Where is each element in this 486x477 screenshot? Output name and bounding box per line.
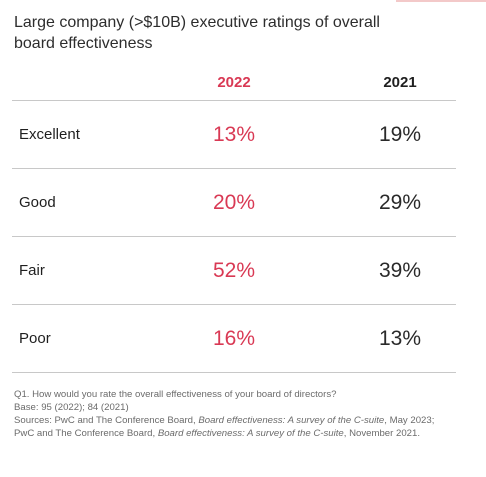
top-accent-bar: [396, 0, 486, 2]
source-1-title: Board effectiveness: A survey of the C-s…: [198, 415, 385, 426]
value-2021: 19%: [378, 123, 422, 146]
source-2-title: Board effectiveness: A survey of the C-s…: [157, 428, 344, 439]
source-2-date: , November 2021.: [343, 428, 420, 439]
survey-question: Q1. How would you rate the overall effec…: [14, 389, 337, 400]
row-label: Excellent: [19, 126, 80, 143]
chart-title: Large company (>$10B) executive ratings …: [14, 14, 380, 52]
sources-prefix: Sources: PwC and The Conference Board,: [14, 415, 199, 426]
row-label: Fair: [19, 262, 45, 279]
row-divider: [12, 236, 456, 237]
sources-note: Sources: PwC and The Conference Board, B…: [14, 414, 454, 440]
column-header-2021: 2021: [383, 74, 417, 91]
value-2022: 16%: [212, 327, 256, 350]
value-2022: 20%: [212, 191, 256, 214]
value-2021: 13%: [378, 327, 422, 350]
value-2022: 52%: [212, 259, 256, 282]
row-label: Poor: [19, 330, 51, 347]
value-2022: 13%: [212, 123, 256, 146]
row-divider: [12, 168, 456, 169]
table-row: Good 20% 29%: [12, 169, 456, 236]
row-label: Good: [19, 194, 56, 211]
source-1-date: , May 2023; PwC and The Conference Board…: [14, 415, 435, 439]
footnotes: Q1. How would you rate the overall effec…: [14, 388, 454, 440]
row-divider: [12, 372, 456, 373]
base-note: Base: 95 (2022); 84 (2021): [14, 402, 129, 413]
value-2021: 39%: [378, 259, 422, 282]
column-header-2022: 2022: [217, 74, 251, 91]
value-2021: 29%: [378, 191, 422, 214]
table-row: Excellent 13% 19%: [12, 101, 456, 168]
table-row: Poor 16% 13%: [12, 305, 456, 372]
row-divider: [12, 304, 456, 305]
table-row: Fair 52% 39%: [12, 237, 456, 304]
row-divider: [12, 100, 456, 101]
